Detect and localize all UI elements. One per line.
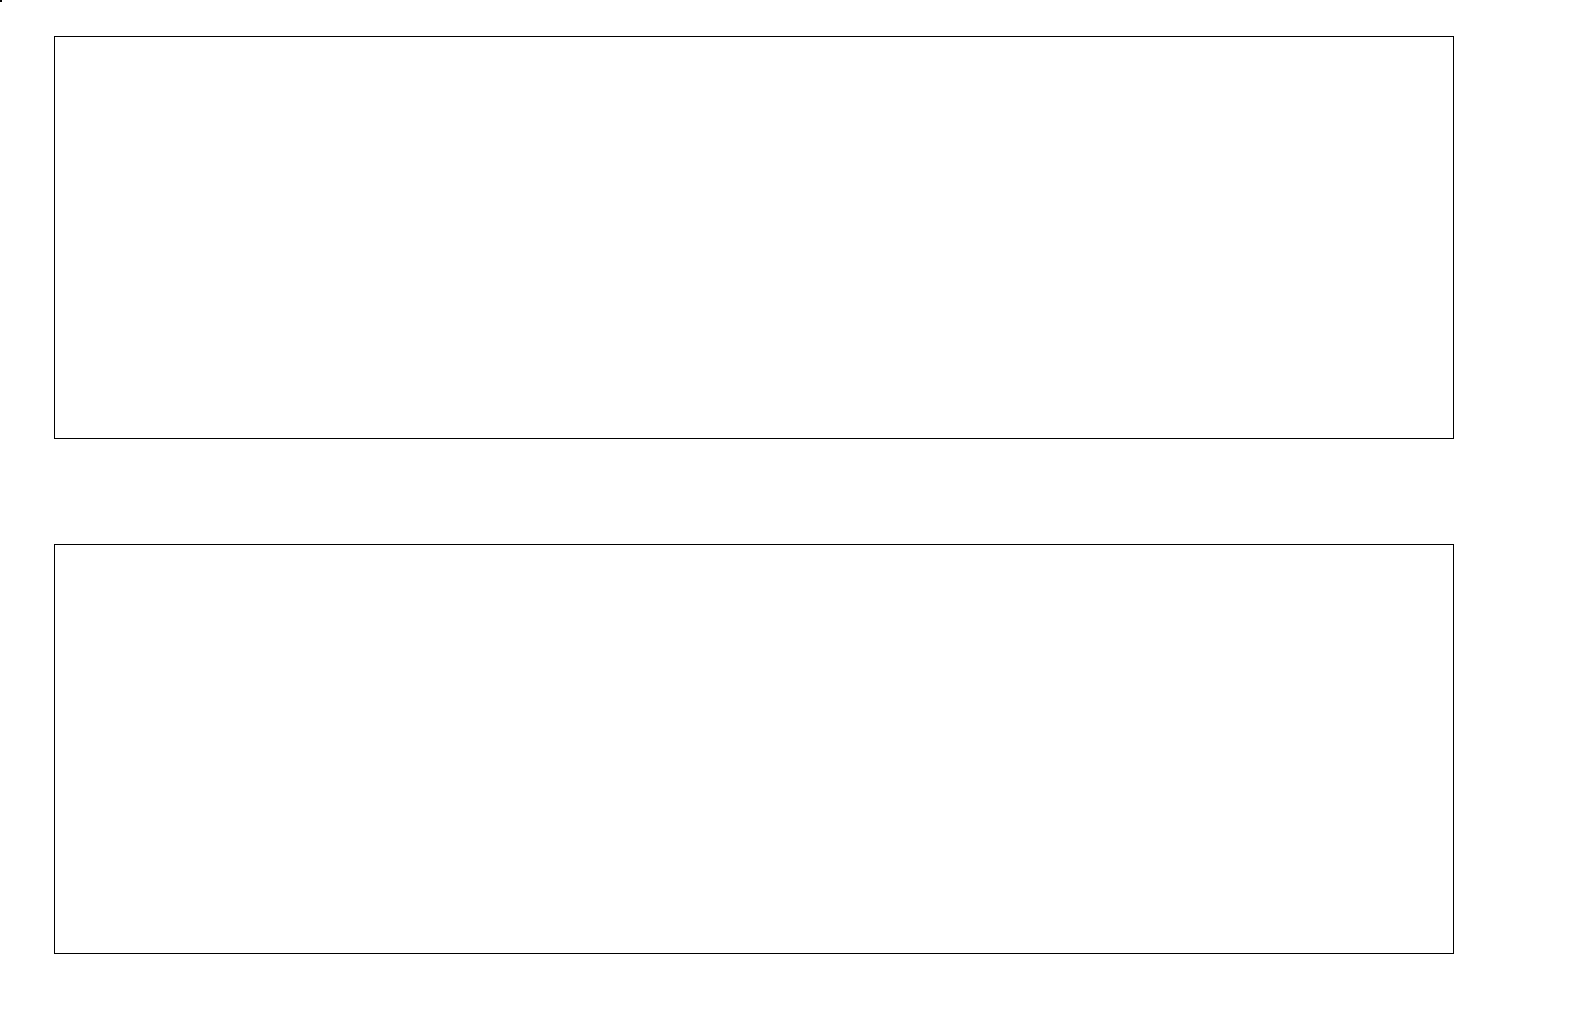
colorbar [0,0,2,2]
screened-heatmap-panel [53,543,1454,954]
raw-heatmap-panel [53,35,1454,439]
raw-heatmap-canvas [54,36,355,187]
screened-heatmap-canvas [54,544,355,695]
